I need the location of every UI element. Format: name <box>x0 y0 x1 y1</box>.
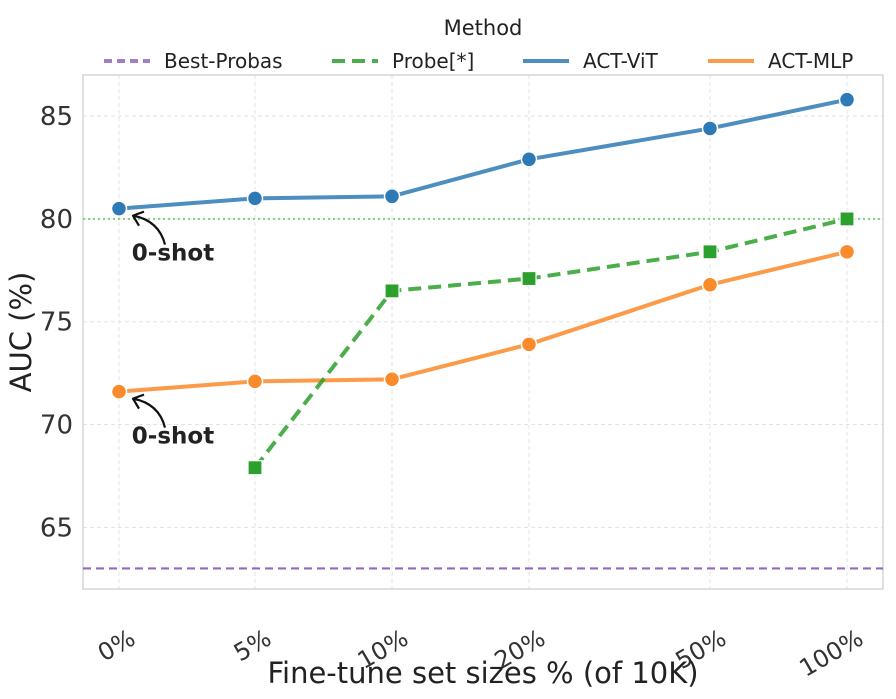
x-axis-label: Fine-tune set sizes % (of 10K) <box>267 656 698 690</box>
y-tick-label: 75 <box>40 308 73 338</box>
legend-label-probe-: Probe[*] <box>392 49 474 73</box>
data-point-probe- <box>384 283 400 299</box>
x-tick-label: 0% <box>93 624 140 667</box>
data-point-act-mlp <box>246 373 264 390</box>
series <box>110 91 856 476</box>
plot-area-frame <box>82 74 884 590</box>
y-tick-label: 70 <box>40 411 73 441</box>
data-point-act-mlp <box>520 336 538 353</box>
y-tick-label: 65 <box>40 513 73 543</box>
legend-label-best-probas: Best-Probas <box>164 49 283 73</box>
y-tick-label: 80 <box>40 205 73 235</box>
annotation-arrow-act-vit <box>132 214 167 245</box>
legend: Best-Probas Probe[*] ACT-ViT ACT-MLP <box>104 49 853 73</box>
series-line-act-mlp <box>118 249 848 394</box>
data-point-act-vit <box>838 91 856 108</box>
series-line-probe- <box>253 216 848 469</box>
data-point-probe- <box>702 244 718 260</box>
annotation-arrowhead-act-mlp <box>131 393 145 410</box>
data-point-act-vit <box>246 190 264 207</box>
data-point-act-vit <box>110 200 128 217</box>
data-point-act-mlp <box>383 371 401 388</box>
legend-label-act-vit: ACT-ViT <box>583 49 659 73</box>
data-point-act-mlp <box>110 383 128 400</box>
data-point-act-vit <box>520 151 538 168</box>
data-point-act-mlp <box>701 276 719 293</box>
legend-title: Method <box>444 16 523 40</box>
data-point-act-vit <box>383 188 401 205</box>
data-point-act-vit <box>701 120 719 137</box>
data-point-act-mlp <box>838 243 856 261</box>
annotation-arrowhead-act-vit <box>131 210 145 227</box>
data-point-probe- <box>839 211 855 227</box>
y-axis-label: AUC (%) <box>4 272 38 393</box>
annotation-label-act-mlp: 0-shot <box>132 424 214 450</box>
annotation-arrow-act-mlp <box>132 397 167 428</box>
x-tick-label: 100% <box>795 624 868 683</box>
reference-lines <box>83 217 883 570</box>
data-point-probe- <box>521 270 537 287</box>
data-point-probe- <box>247 460 263 476</box>
series-line-act-vit <box>118 97 848 211</box>
y-tick-label: 85 <box>40 102 73 132</box>
legend-label-act-mlp: ACT-MLP <box>768 49 853 73</box>
annotation-label-act-vit: 0-shot <box>132 241 214 267</box>
y-ticks: 65 70 75 80 85 <box>40 102 73 543</box>
annotations: 0-shot 0-shot <box>131 210 214 450</box>
grid <box>83 75 883 589</box>
